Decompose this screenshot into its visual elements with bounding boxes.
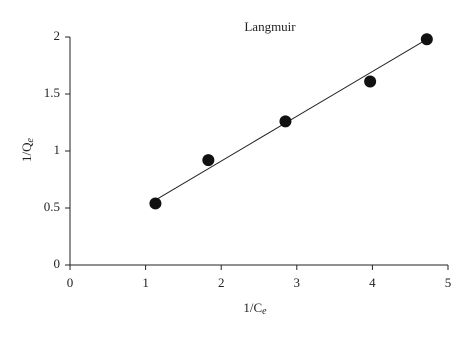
x-axis-label: 1/Ce: [243, 300, 267, 317]
y-tick-label: 2: [54, 28, 61, 43]
data-point: [364, 75, 377, 88]
x-tick-label: 1: [142, 275, 149, 290]
x-tick-label: 4: [369, 275, 376, 290]
data-point: [202, 154, 215, 167]
y-tick-label: 0: [54, 256, 61, 271]
y-tick-label: 1: [54, 142, 61, 157]
x-tick-label: 0: [67, 275, 74, 290]
x-label-subscript: e: [262, 306, 267, 317]
y-axis-label: 1/Qe: [19, 137, 36, 162]
x-label-text: 1/C: [243, 300, 262, 315]
x-tick-label: 3: [294, 275, 301, 290]
x-tick-label: 2: [218, 275, 225, 290]
y-tick-label: 0.5: [44, 199, 60, 214]
data-point: [279, 115, 292, 128]
x-tick-label: 5: [445, 275, 452, 290]
chart-title: Langmuir: [244, 19, 296, 34]
y-label-subscript: e: [25, 137, 36, 142]
data-point: [420, 33, 433, 46]
data-point: [149, 197, 162, 210]
y-tick-label: 1.5: [44, 85, 60, 100]
y-label-text: 1/Q: [19, 142, 34, 162]
